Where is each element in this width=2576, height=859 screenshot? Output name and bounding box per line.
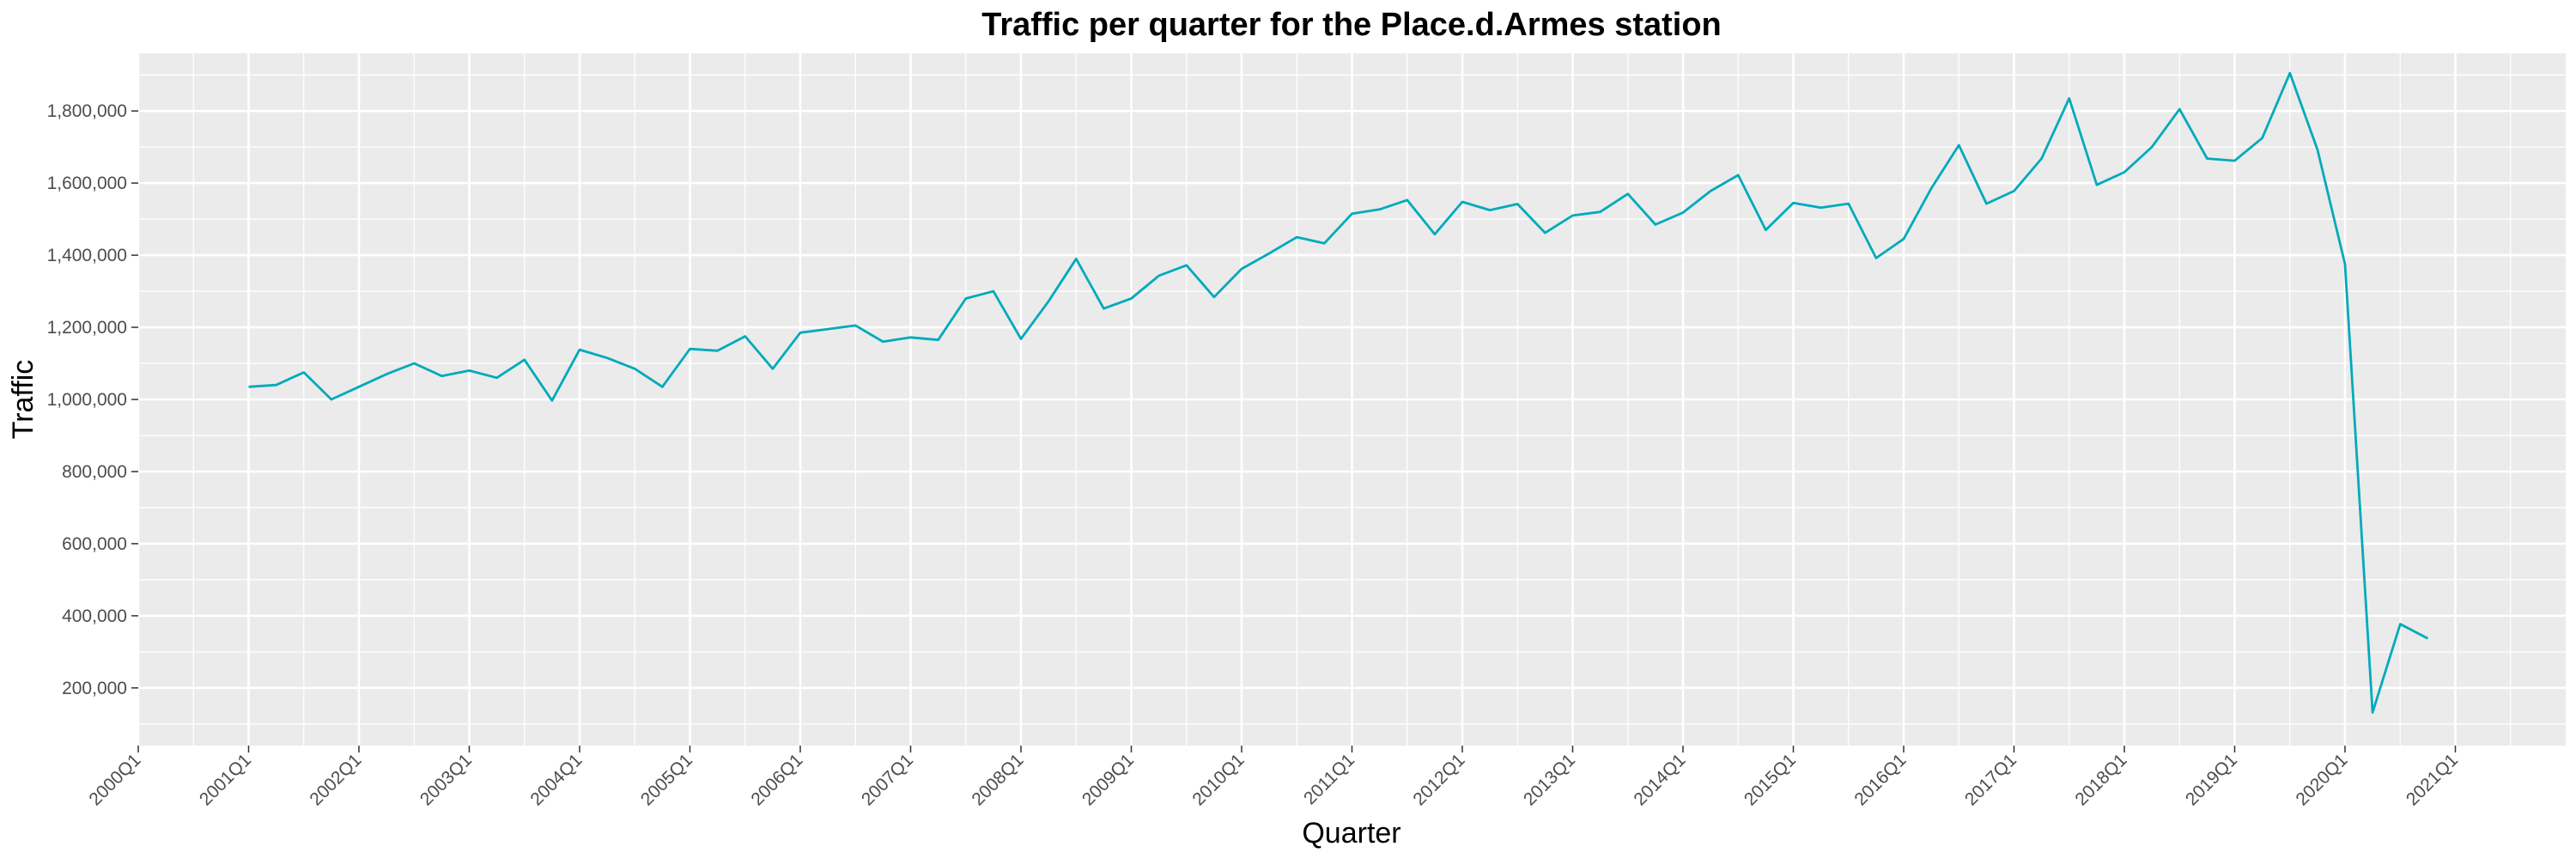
x-tick-label: 2013Q1 — [1520, 750, 1579, 809]
grid-lines — [137, 53, 2566, 746]
y-axis: 200,000 400,000 600,000 800,000 1,000,000 1,2… — [47, 101, 138, 698]
x-tick-label: 2014Q1 — [1630, 750, 1689, 809]
x-tick-label: 2001Q1 — [196, 750, 255, 809]
x-tick-label: 2006Q1 — [747, 750, 806, 809]
x-tick-label: 2005Q1 — [637, 750, 696, 809]
chart-title: Traffic per quarter for the Place.d.Arme… — [981, 7, 1722, 43]
y-tick-label: 1,800,000 — [47, 101, 127, 121]
traffic-series-line — [248, 71, 2429, 714]
x-axis-title: Quarter — [1302, 817, 1400, 850]
y-axis-title: Traffic — [7, 360, 39, 440]
y-tick-label: 600,000 — [62, 534, 127, 554]
x-tick-label: 2019Q1 — [2182, 750, 2241, 809]
y-tick-label: 1,200,000 — [47, 318, 127, 338]
x-axis: 2000Q1 2001Q1 2002Q1 2003Q1 2004Q1 2005Q1 2006… — [85, 746, 2462, 809]
x-tick-label: 2021Q1 — [2403, 750, 2462, 809]
y-tick-label: 1,600,000 — [47, 174, 127, 193]
series-line-group — [248, 71, 2429, 714]
x-tick-label: 2017Q1 — [1961, 750, 2020, 809]
x-tick-label: 2018Q1 — [2071, 750, 2130, 809]
x-tick-label: 2002Q1 — [306, 750, 365, 809]
x-tick-label: 2007Q1 — [858, 750, 917, 809]
x-tick-label: 2011Q1 — [1300, 750, 1358, 808]
x-tick-label: 2009Q1 — [1078, 750, 1138, 809]
x-tick-label: 2015Q1 — [1741, 750, 1800, 809]
x-tick-label: 2008Q1 — [968, 750, 1027, 809]
x-tick-label: 2003Q1 — [416, 750, 476, 809]
x-tick-label: 2016Q1 — [1850, 750, 1910, 809]
x-tick-label: 2004Q1 — [526, 750, 586, 809]
y-tick-label: 1,400,000 — [47, 246, 127, 265]
y-tick-label: 400,000 — [62, 606, 127, 626]
x-tick-label: 2000Q1 — [85, 750, 144, 809]
x-tick-label: 2010Q1 — [1188, 750, 1248, 809]
x-tick-label: 2012Q1 — [1409, 750, 1468, 809]
y-tick-label: 800,000 — [62, 462, 127, 482]
y-tick-label: 200,000 — [62, 679, 127, 698]
x-tick-label: 2020Q1 — [2292, 750, 2351, 809]
y-tick-label: 1,000,000 — [47, 390, 127, 410]
